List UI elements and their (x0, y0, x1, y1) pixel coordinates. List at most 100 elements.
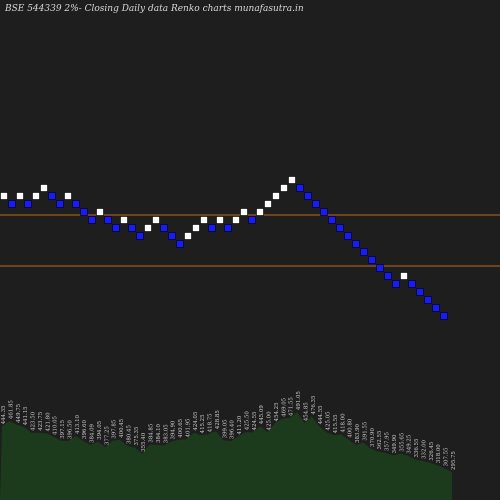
renko-brick-up (40, 184, 48, 192)
renko-brick-down (112, 224, 120, 232)
renko-brick-down (72, 200, 80, 208)
renko-brick-down (8, 200, 16, 208)
renko-brick-down (336, 224, 344, 232)
volume-label: 384.09 (89, 423, 95, 442)
renko-brick-up (16, 192, 24, 200)
volume-label: 383.90 (355, 423, 361, 442)
volume-label: 355.40 (141, 432, 147, 451)
volume-label: 396.50 (67, 420, 73, 439)
volume-label: 397.15 (60, 419, 66, 438)
volume-labels-layer: 444.35 461.85 449.75 441.15 423.50 423.75 421.… (1, 391, 457, 470)
renko-brick-down (440, 312, 448, 320)
renko-brick-up (232, 216, 240, 224)
renko-brick-down (416, 288, 424, 296)
volume-label: 326.45 (429, 441, 435, 460)
volume-label: 397.85 (112, 419, 118, 438)
volume-label: 332.00 (421, 439, 427, 458)
renko-brick-up (184, 232, 192, 240)
renko-brick-down (80, 208, 88, 216)
volume-label: 428.85 (215, 410, 221, 429)
volume-label: 399.05 (222, 419, 228, 438)
renko-brick-down (392, 280, 400, 288)
renko-brick-up (152, 216, 160, 224)
renko-brick-down (48, 192, 56, 200)
volume-label: 336.55 (414, 438, 420, 457)
renko-brick-up (120, 216, 128, 224)
volume-label: 423.50 (30, 411, 36, 430)
volume-label: 461.85 (8, 400, 14, 419)
volume-label: 370.90 (370, 428, 376, 447)
volume-label: 425.05 (326, 411, 332, 430)
volume-label: 396.60 (82, 420, 88, 439)
volume-label: 411.20 (237, 415, 243, 434)
volume-area (0, 412, 452, 500)
volume-label: 400.80 (348, 418, 354, 437)
renko-brick-down (128, 224, 136, 232)
volume-label: 380.45 (126, 425, 132, 444)
renko-brick-up (32, 192, 40, 200)
renko-brick-down (208, 224, 216, 232)
renko-brick-down (136, 232, 144, 240)
volume-label: 449.75 (16, 403, 22, 422)
renko-brick-down (160, 224, 168, 232)
renko-brick-down (88, 216, 96, 224)
renko-brick-down (24, 200, 32, 208)
renko-brick-down (304, 192, 312, 200)
volume-label: 445.09 (259, 405, 265, 424)
volume-label: 394.90 (171, 420, 177, 439)
renko-brick-up (400, 272, 408, 280)
volume-label: 469.05 (281, 397, 287, 416)
renko-brick-up (264, 200, 272, 208)
renko-brick-down (224, 224, 232, 232)
renko-brick-up (96, 208, 104, 216)
renko-brick-down (176, 240, 184, 248)
volume-label: 418.00 (340, 413, 346, 432)
volume-label: 424.55 (252, 411, 258, 430)
volume-label: 396.40 (230, 420, 236, 439)
volume-label: 476.35 (311, 395, 317, 414)
renko-brick-up (216, 216, 224, 224)
renko-brick-down (56, 200, 64, 208)
volume-label: 491.05 (296, 391, 302, 410)
volume-area-layer (0, 412, 452, 500)
renko-brick-down (168, 232, 176, 240)
volume-label: 444.55 (318, 405, 324, 424)
volume-label: 421.80 (45, 412, 51, 431)
renko-brick-down (312, 200, 320, 208)
renko-brick-up (200, 216, 208, 224)
volume-label: 415.55 (333, 414, 339, 433)
volume-label: 441.15 (23, 406, 29, 425)
renko-brick-up (192, 224, 200, 232)
renko-brick-down (320, 208, 328, 216)
renko-brick-down (432, 304, 440, 312)
volume-label: 307.55 (444, 447, 450, 466)
volume-label: 349.25 (407, 434, 413, 453)
renko-bricks-layer (0, 176, 448, 320)
volume-label: 377.25 (104, 426, 110, 445)
volume-label: 384.10 (156, 423, 162, 442)
renko-brick-up (144, 224, 152, 232)
renko-brick-down (352, 240, 360, 248)
volume-label: 400.45 (119, 418, 125, 437)
volume-label: 471.55 (289, 397, 295, 416)
volume-label: 410.05 (53, 415, 59, 434)
renko-brick-down (344, 232, 352, 240)
volume-label: 400.65 (178, 418, 184, 437)
renko-brick-down (328, 216, 336, 224)
renko-brick-up (0, 192, 8, 200)
volume-label: 454.25 (274, 402, 280, 421)
volume-label: 401.95 (185, 418, 191, 437)
volume-label: 318.00 (436, 444, 442, 463)
volume-label: 413.10 (75, 414, 81, 433)
renko-brick-down (104, 216, 112, 224)
renko-brick-down (248, 216, 256, 224)
renko-brick-down (424, 296, 432, 304)
volume-label: 415.25 (200, 414, 206, 433)
volume-label: 394.05 (97, 420, 103, 439)
volume-label: 454.85 (304, 402, 310, 421)
renko-brick-down (384, 272, 392, 280)
renko-brick-up (288, 176, 296, 184)
volume-label: 357.95 (385, 431, 391, 450)
